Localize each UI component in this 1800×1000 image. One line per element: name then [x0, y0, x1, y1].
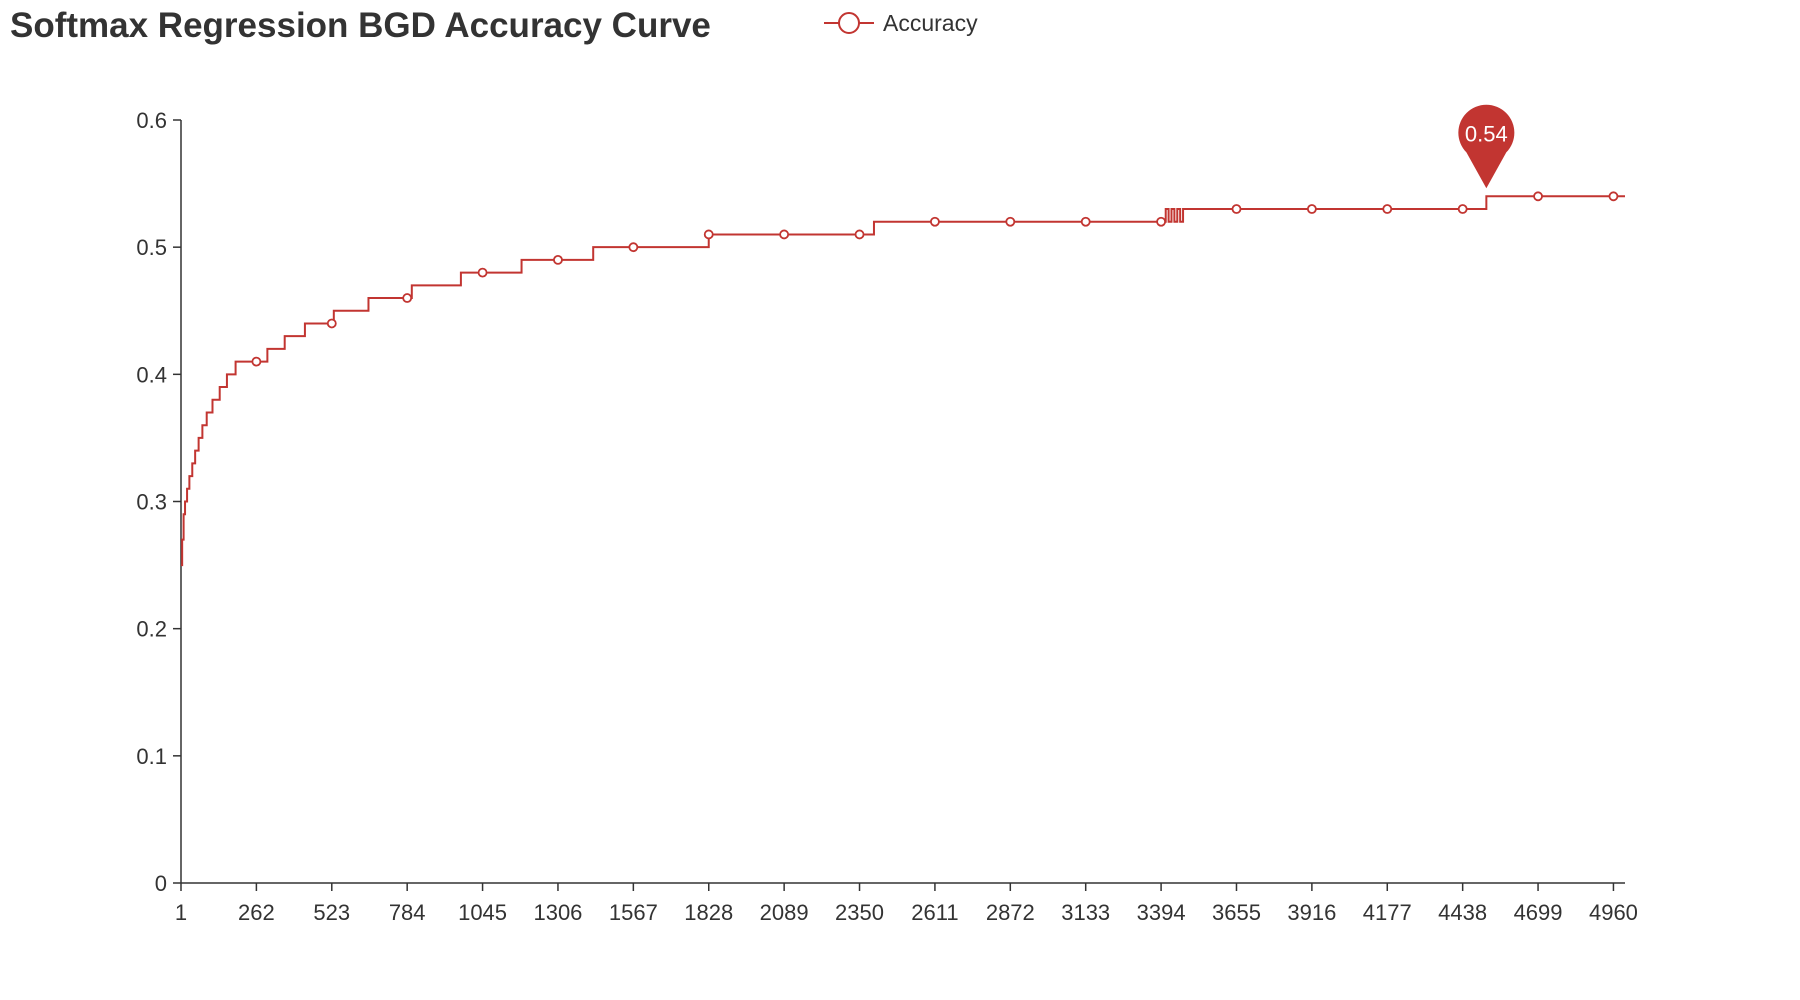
data-point-marker[interactable]	[779, 229, 790, 240]
x-tick-label: 1	[175, 900, 187, 925]
x-tick-label: 3916	[1287, 900, 1336, 925]
y-tick-label: 0.6	[136, 108, 167, 133]
x-tick-label: 2350	[835, 900, 884, 925]
x-tick-label: 2089	[760, 900, 809, 925]
x-tick-label: 1045	[458, 900, 507, 925]
x-tick-label: 3133	[1061, 900, 1110, 925]
legend-line-icon	[824, 12, 874, 34]
y-tick-label: 0.1	[136, 744, 167, 769]
data-point-marker[interactable]	[1156, 216, 1166, 227]
x-tick-label: 2611	[911, 900, 958, 925]
x-tick-label: 784	[389, 900, 426, 925]
data-point-marker[interactable]	[251, 356, 262, 367]
x-tick-label: 262	[238, 900, 275, 925]
x-tick-label: 1306	[533, 900, 582, 925]
y-tick-label: 0	[155, 871, 167, 896]
x-tick-label: 523	[313, 900, 350, 925]
data-point-marker[interactable]	[628, 242, 639, 253]
x-tick-label: 1567	[609, 900, 658, 925]
data-point-marker[interactable]	[1382, 204, 1393, 214]
x-tick-label: 4960	[1589, 900, 1638, 925]
y-tick-label: 0.4	[136, 362, 167, 387]
max-value-pin[interactable]	[1458, 104, 1515, 189]
accuracy-series-line	[181, 195, 1625, 567]
x-tick-label: 1828	[684, 900, 733, 925]
chart-title: Softmax Regression BGD Accuracy Curve	[10, 6, 711, 45]
data-point-marker[interactable]	[1005, 216, 1016, 227]
y-tick-label: 0.2	[136, 617, 167, 642]
data-point-marker[interactable]	[553, 254, 563, 265]
max-value-label: 0.54	[1465, 121, 1508, 146]
y-tick-label: 0.5	[136, 235, 167, 260]
data-point-marker[interactable]	[1608, 191, 1619, 202]
x-tick-label: 4699	[1514, 900, 1563, 925]
data-point-marker[interactable]	[477, 267, 488, 278]
y-tick-label: 0.3	[136, 490, 167, 515]
data-point-marker[interactable]	[703, 229, 714, 240]
x-tick-label: 3394	[1137, 900, 1186, 925]
data-point-marker[interactable]	[854, 229, 865, 240]
data-point-marker[interactable]	[326, 318, 337, 329]
x-tick-label: 2872	[986, 900, 1035, 925]
data-point-marker[interactable]	[402, 293, 413, 303]
data-point-marker[interactable]	[1533, 191, 1543, 202]
data-point-marker[interactable]	[930, 216, 940, 227]
x-tick-label: 4438	[1438, 900, 1487, 925]
data-point-marker[interactable]	[1306, 204, 1317, 214]
legend-item-accuracy[interactable]: Accuracy	[823, 8, 978, 38]
x-tick-label: 4177	[1363, 900, 1412, 925]
data-point-marker[interactable]	[1080, 216, 1091, 227]
data-point-marker[interactable]	[1457, 204, 1468, 214]
legend-label: Accuracy	[883, 9, 978, 36]
x-tick-label: 3655	[1212, 900, 1261, 925]
data-point-marker[interactable]	[1231, 204, 1242, 214]
